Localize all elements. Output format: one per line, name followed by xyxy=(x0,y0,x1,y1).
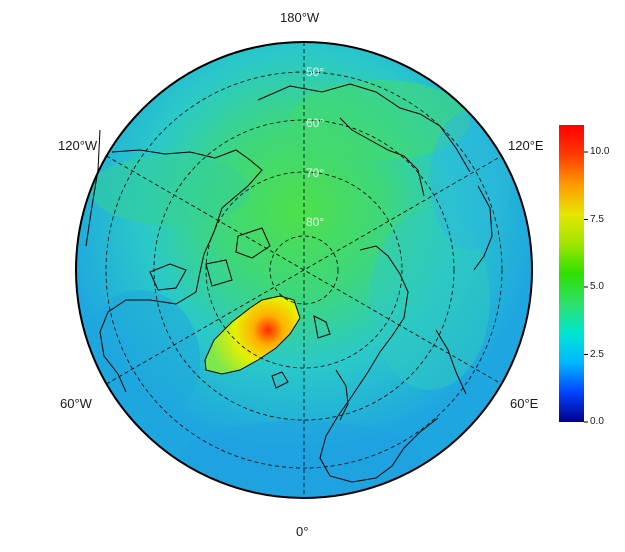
data-field xyxy=(76,42,532,498)
lon-label-0: 0° xyxy=(296,524,309,539)
colorbar-tick-label: 2.5 xyxy=(590,348,604,360)
colorbar-tick-label: 10.0 xyxy=(590,146,610,157)
lat-label-70: 70° xyxy=(306,166,324,180)
colorbar-tick-label: 7.5 xyxy=(590,213,604,225)
lon-label-60e: 60°E xyxy=(510,396,539,411)
lat-label-80: 80° xyxy=(306,215,324,229)
graticule xyxy=(105,42,503,498)
lat-label-60: 60° xyxy=(306,116,324,130)
colorbar-tick-label: 5.0 xyxy=(590,281,604,292)
colorbar xyxy=(559,125,588,423)
lon-label-60w: 60°W xyxy=(60,396,92,411)
coastlines xyxy=(85,83,493,483)
latitude-labels: 50° 60° 70° 80° xyxy=(306,65,324,229)
greenland-region xyxy=(204,295,301,375)
lon-label-120w: 120°W xyxy=(58,138,98,153)
lon-label-120e: 120°E xyxy=(508,138,544,153)
map-boundary xyxy=(75,41,533,499)
lon-label-180w: 180°W xyxy=(280,10,320,25)
colorbar-gradient xyxy=(559,125,584,422)
lat-label-50: 50° xyxy=(306,65,324,79)
colorbar-tick-marks xyxy=(584,151,588,423)
colorbar-tick-label: 0.0 xyxy=(590,416,604,427)
